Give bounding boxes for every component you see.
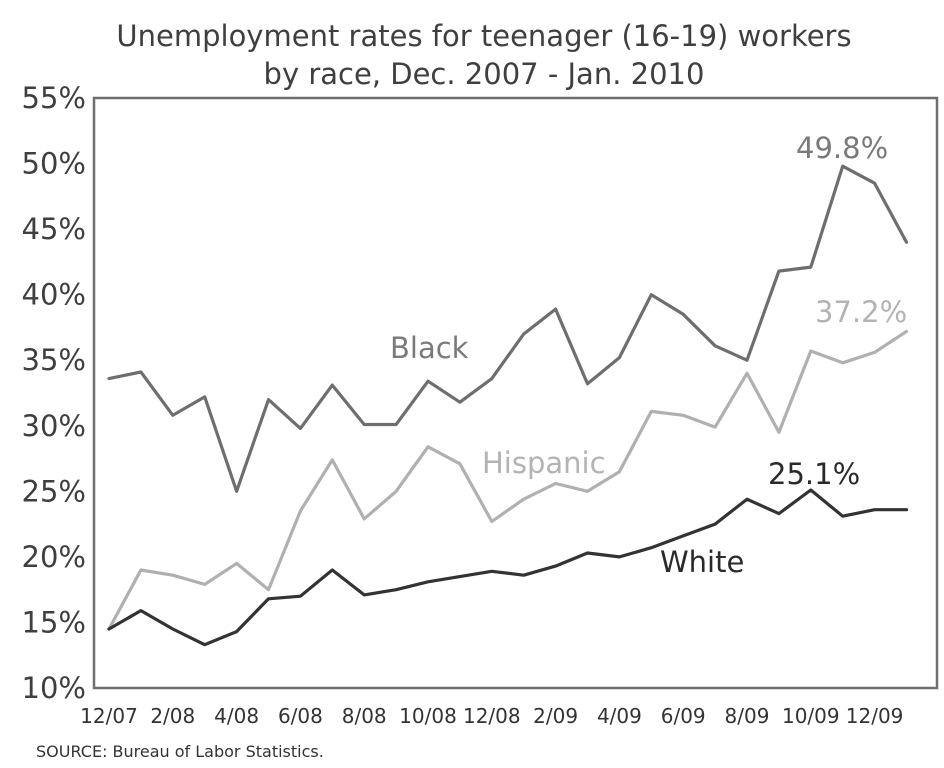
series-name-label-hispanic: Hispanic [482, 446, 606, 480]
y-tick-label: 15% [22, 605, 86, 639]
x-tick-label: 6/09 [661, 704, 706, 728]
series-line-white [107, 488, 909, 647]
x-tick-label: 8/08 [342, 704, 387, 728]
x-tick-label: 4/09 [597, 704, 642, 728]
data-label-white: 25.1% [768, 457, 860, 491]
chart-title-line: Unemployment rates for teenager (16-19) … [116, 19, 851, 53]
series-and-data-labels: Black 49.8% Hispanic 37.2% White 25.1% [390, 131, 907, 579]
data-label-hispanic: 37.2% [815, 295, 907, 329]
plot-area-frame [92, 96, 939, 690]
series-name-label-white: White [660, 545, 744, 579]
x-tick-label: 4/08 [214, 704, 259, 728]
x-tick-label: 8/09 [725, 704, 770, 728]
x-tick-label: 2/09 [533, 704, 578, 728]
y-tick-label: 50% [22, 147, 86, 181]
series-line-black [107, 164, 909, 493]
y-tick-label: 55% [22, 81, 86, 115]
y-tick-label: 35% [22, 343, 86, 377]
x-tick-label: 2/08 [150, 704, 195, 728]
chart-title-line: by race, Dec. 2007 - Jan. 2010 [264, 57, 705, 91]
series-name-label-black: Black [390, 331, 469, 365]
y-tick-label: 30% [22, 409, 86, 443]
y-tick-label: 40% [22, 278, 86, 312]
x-tick-label: 10/08 [399, 704, 457, 728]
source-note: SOURCE: Bureau of Labor Statistics. [36, 742, 324, 761]
series-line-hispanic [107, 329, 909, 631]
x-tick-label: 6/08 [278, 704, 323, 728]
y-axis-tick-labels: 55% 50% 45% 40% 35% 30% 25% 20% 15% 10% [22, 81, 86, 705]
x-tick-label: 12/08 [463, 704, 521, 728]
y-tick-label: 45% [22, 212, 86, 246]
y-tick-label: 25% [22, 474, 86, 508]
x-tick-label: 10/09 [782, 704, 840, 728]
y-tick-label: 20% [22, 540, 86, 574]
x-tick-label: 12/07 [80, 704, 138, 728]
data-label-black: 49.8% [796, 131, 888, 165]
series-lines [107, 164, 909, 647]
x-axis-tick-labels: 12/07 2/08 4/08 6/08 8/08 10/08 12/08 2/09 4/09 6… [80, 704, 903, 728]
y-tick-label: 10% [22, 671, 86, 705]
x-tick-label: 12/09 [846, 704, 904, 728]
chart-title: Unemployment rates for teenager (16-19) … [116, 19, 851, 91]
